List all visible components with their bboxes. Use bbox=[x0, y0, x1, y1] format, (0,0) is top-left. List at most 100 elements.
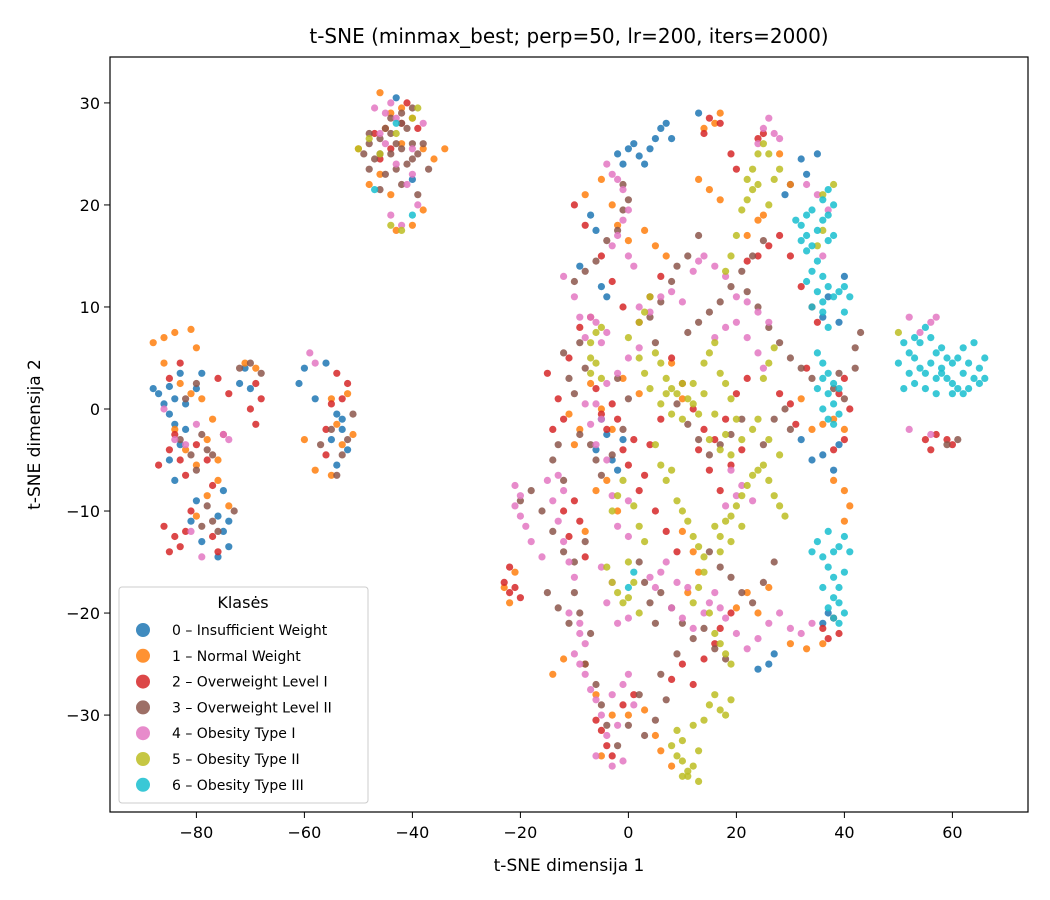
point-class-3 bbox=[381, 170, 389, 178]
point-class-1 bbox=[700, 124, 708, 132]
point-class-4 bbox=[608, 492, 616, 500]
point-class-2 bbox=[835, 629, 843, 638]
point-class-2 bbox=[570, 497, 579, 505]
point-class-1 bbox=[430, 155, 438, 163]
point-class-3 bbox=[678, 619, 687, 627]
point-class-2 bbox=[387, 145, 395, 153]
x-tick-label: 60 bbox=[942, 823, 962, 842]
point-class-1 bbox=[786, 180, 795, 189]
point-class-2 bbox=[565, 532, 573, 541]
point-class-5 bbox=[619, 476, 627, 484]
point-class-5 bbox=[781, 512, 789, 520]
point-class-5 bbox=[716, 369, 724, 377]
point-class-6 bbox=[938, 364, 946, 372]
point-class-4 bbox=[403, 180, 411, 189]
point-class-6 bbox=[948, 359, 957, 367]
point-class-3 bbox=[408, 104, 416, 112]
point-class-0 bbox=[176, 441, 184, 449]
point-class-1 bbox=[376, 89, 384, 97]
point-class-2 bbox=[371, 129, 379, 138]
point-class-6 bbox=[943, 354, 951, 362]
point-class-5 bbox=[700, 359, 708, 367]
point-class-5 bbox=[738, 206, 746, 214]
point-class-3 bbox=[549, 456, 557, 464]
plot-frame bbox=[109, 56, 1029, 813]
y-tick-label: −20 bbox=[66, 604, 100, 623]
point-class-0 bbox=[392, 94, 400, 102]
point-class-2 bbox=[668, 675, 676, 684]
point-class-5 bbox=[727, 696, 735, 704]
point-class-3 bbox=[749, 599, 757, 607]
point-class-5 bbox=[738, 522, 746, 530]
point-class-2 bbox=[630, 691, 638, 699]
point-class-3 bbox=[765, 323, 773, 331]
point-class-3 bbox=[414, 191, 422, 199]
point-class-2 bbox=[813, 318, 822, 326]
point-class-0 bbox=[603, 293, 611, 301]
point-class-6 bbox=[835, 619, 843, 627]
point-class-2 bbox=[506, 589, 514, 597]
point-class-5 bbox=[387, 221, 395, 229]
point-class-0 bbox=[187, 517, 195, 525]
point-class-3 bbox=[716, 563, 724, 571]
point-class-4 bbox=[932, 313, 940, 321]
point-class-2 bbox=[203, 456, 211, 464]
point-class-4 bbox=[905, 313, 913, 321]
point-class-3 bbox=[759, 441, 768, 449]
point-class-2 bbox=[171, 532, 179, 541]
point-class-5 bbox=[592, 359, 600, 367]
point-class-1 bbox=[830, 476, 838, 484]
point-class-5 bbox=[376, 150, 384, 158]
point-class-3 bbox=[570, 390, 579, 398]
point-class-0 bbox=[182, 425, 190, 433]
point-class-4 bbox=[759, 364, 768, 372]
point-class-6 bbox=[808, 303, 816, 311]
point-class-1 bbox=[160, 359, 168, 367]
point-class-6 bbox=[840, 568, 849, 576]
point-class-0 bbox=[813, 150, 822, 158]
point-class-4 bbox=[770, 129, 778, 138]
point-class-2 bbox=[705, 466, 714, 474]
point-class-3 bbox=[770, 558, 778, 566]
point-class-5 bbox=[722, 430, 730, 439]
point-class-2 bbox=[830, 446, 838, 454]
point-class-1 bbox=[678, 527, 687, 536]
point-class-5 bbox=[700, 716, 708, 724]
point-class-1 bbox=[171, 425, 179, 433]
point-class-1 bbox=[214, 476, 222, 484]
point-class-6 bbox=[932, 374, 940, 382]
point-class-1 bbox=[192, 344, 200, 352]
legend-marker bbox=[136, 726, 150, 741]
point-class-2 bbox=[716, 487, 724, 495]
point-class-2 bbox=[711, 640, 719, 648]
point-class-0 bbox=[225, 517, 233, 525]
point-class-6 bbox=[965, 359, 973, 367]
point-class-4 bbox=[732, 492, 741, 500]
point-class-5 bbox=[608, 507, 616, 515]
point-class-2 bbox=[732, 165, 741, 173]
point-class-6 bbox=[813, 226, 822, 234]
point-class-2 bbox=[155, 461, 163, 469]
point-class-5 bbox=[619, 599, 627, 607]
point-class-3 bbox=[387, 129, 395, 138]
point-class-4 bbox=[684, 583, 692, 592]
point-class-3 bbox=[365, 140, 373, 148]
x-axis-label: t-SNE dimensija 1 bbox=[494, 856, 645, 876]
x-tick-label: 0 bbox=[623, 823, 633, 842]
point-class-6 bbox=[905, 369, 913, 377]
point-class-3 bbox=[651, 716, 660, 724]
point-class-2 bbox=[932, 430, 940, 439]
point-class-4 bbox=[549, 497, 557, 505]
point-class-4 bbox=[754, 635, 762, 643]
point-class-4 bbox=[597, 339, 606, 347]
point-class-2 bbox=[576, 323, 584, 331]
point-class-3 bbox=[581, 267, 589, 275]
point-class-2 bbox=[176, 456, 184, 464]
point-class-1 bbox=[570, 441, 579, 449]
point-class-2 bbox=[743, 257, 751, 265]
point-class-4 bbox=[630, 701, 638, 709]
point-class-0 bbox=[657, 124, 665, 132]
point-class-4 bbox=[398, 221, 406, 229]
point-class-1 bbox=[241, 359, 249, 367]
point-class-4 bbox=[635, 344, 643, 352]
